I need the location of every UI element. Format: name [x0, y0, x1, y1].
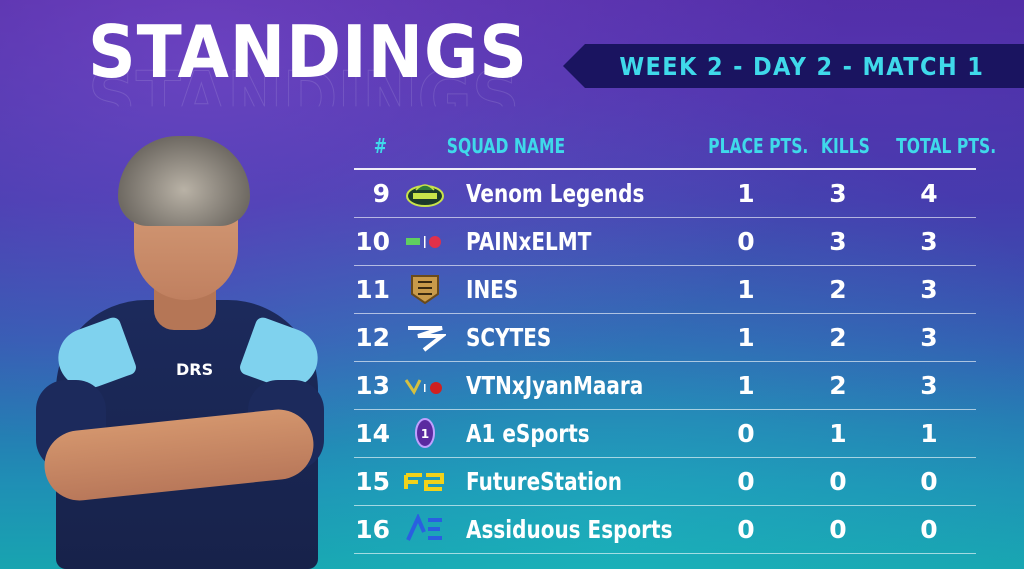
total-pts-cell: 3	[920, 371, 938, 400]
table-body: 9 Venom Legends 1 3 4 10 PAINxELMT 0 3 3 11 INES 1 2 3…	[354, 170, 976, 554]
vtnxjyanmaara-logo	[404, 370, 446, 400]
rank-cell: 11	[355, 275, 390, 304]
header-rank: #	[373, 134, 387, 158]
painxelmt-logo	[404, 226, 446, 256]
ines-logo	[404, 274, 446, 304]
kills-cell: 0	[829, 467, 847, 496]
place-pts-cell: 0	[737, 515, 755, 544]
player-hair	[118, 136, 250, 226]
rank-cell: 14	[355, 419, 390, 448]
rank-cell: 13	[355, 371, 390, 400]
venom-legends-logo	[404, 178, 446, 208]
assiduous-esports-logo	[404, 514, 446, 544]
header-place-pts: PLACE PTS.	[708, 134, 809, 158]
table-row: 13 VTNxJyanMaara 1 2 3	[354, 362, 976, 410]
place-pts-cell: 0	[737, 467, 755, 496]
kills-cell: 1	[829, 419, 847, 448]
squad-name-cell: Venom Legends	[466, 179, 645, 208]
rank-cell: 15	[355, 467, 390, 496]
place-pts-cell: 0	[737, 419, 755, 448]
table-row: 12 SCYTES 1 2 3	[354, 314, 976, 362]
header-squad-name: SQUAD NAME	[446, 134, 566, 158]
rank-cell: 9	[372, 179, 390, 208]
title-echo: STANDINGS	[88, 56, 520, 140]
place-pts-cell: 0	[737, 227, 755, 256]
place-pts-cell: 1	[737, 179, 755, 208]
rank-cell: 16	[355, 515, 390, 544]
total-pts-cell: 3	[920, 227, 938, 256]
table-row: 16 Assiduous Esports 0 0 0	[354, 506, 976, 554]
rank-cell: 12	[355, 323, 390, 352]
total-pts-cell: 0	[920, 515, 938, 544]
table-row: 10 PAINxELMT 0 3 3	[354, 218, 976, 266]
total-pts-cell: 3	[920, 323, 938, 352]
place-pts-cell: 1	[737, 323, 755, 352]
header-kills: KILLS	[820, 134, 870, 158]
a1-esports-logo: 1	[404, 418, 446, 448]
squad-name-cell: A1 eSports	[466, 419, 590, 448]
jersey-sponsor-logo: DRS	[176, 360, 214, 379]
squad-name-cell: SCYTES	[466, 323, 552, 352]
place-pts-cell: 1	[737, 275, 755, 304]
table-row: 14 1 A1 eSports 0 1 1	[354, 410, 976, 458]
place-pts-cell: 1	[737, 371, 755, 400]
kills-cell: 0	[829, 515, 847, 544]
total-pts-cell: 0	[920, 467, 938, 496]
kills-cell: 2	[829, 275, 847, 304]
total-pts-cell: 1	[920, 419, 938, 448]
kills-cell: 2	[829, 371, 847, 400]
table-row: 9 Venom Legends 1 3 4	[354, 170, 976, 218]
player-photo: DRS	[36, 130, 327, 569]
squad-name-cell: PAINxELMT	[466, 227, 592, 256]
squad-name-cell: FutureStation	[466, 467, 622, 496]
table-header: # SQUAD NAME PLACE PTS. KILLS TOTAL PTS.	[354, 128, 996, 170]
match-banner: WEEK 2 - DAY 2 - MATCH 1	[563, 44, 1024, 88]
scytes-logo	[404, 322, 446, 352]
table-row: 15 FutureStation 0 0 0	[354, 458, 976, 506]
match-label: WEEK 2 - DAY 2 - MATCH 1	[619, 51, 985, 81]
squad-name-cell: Assiduous Esports	[466, 515, 673, 544]
standings-table: # SQUAD NAME PLACE PTS. KILLS TOTAL PTS.…	[354, 128, 996, 554]
rank-cell: 10	[355, 227, 390, 256]
kills-cell: 2	[829, 323, 847, 352]
total-pts-cell: 3	[920, 275, 938, 304]
total-pts-cell: 4	[920, 179, 938, 208]
svg-text:1: 1	[421, 427, 429, 441]
table-row: 11 INES 1 2 3	[354, 266, 976, 314]
page-title: STANDINGS	[88, 10, 528, 94]
kills-cell: 3	[829, 227, 847, 256]
kills-cell: 3	[829, 179, 847, 208]
squad-name-cell: VTNxJyanMaara	[466, 371, 644, 400]
header-total-pts: TOTAL PTS.	[896, 134, 997, 158]
futurestation-logo	[404, 466, 446, 496]
squad-name-cell: INES	[466, 275, 519, 304]
